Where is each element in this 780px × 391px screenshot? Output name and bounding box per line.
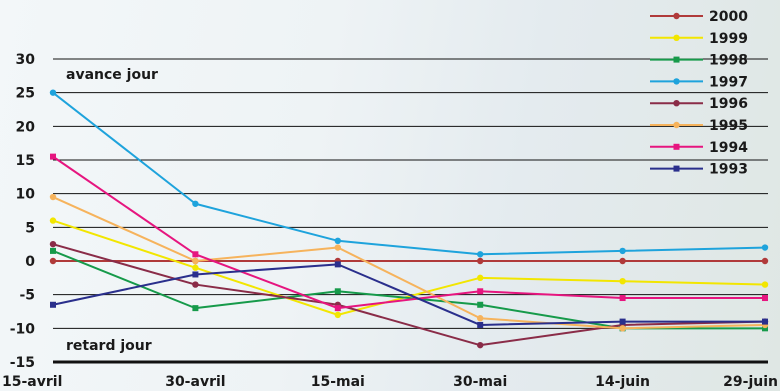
point-1993-1 [192,271,199,278]
point-1998-5 [762,325,768,332]
x-tick-label-4: 14-juin [595,374,650,390]
point-1997-2 [334,237,341,244]
point-1999-0 [49,217,57,224]
point-1999-1 [192,264,199,271]
legend-marker-1994 [673,143,680,150]
legend-marker-1999 [673,34,680,41]
x-axis-ticks: 15-avril 30-avril 15-mai 30-mai 14-juin 29-ju… [2,374,778,390]
legend-marker-1996 [673,100,680,107]
series-1994 [50,153,768,312]
point-1999-2 [334,311,341,319]
legend-label-1997: 1997 [709,74,748,90]
legend-label-1996: 1996 [709,96,748,112]
series-line-1997 [52,91,766,256]
annotation-retard: retard jour [66,338,152,354]
point-1997-5 [761,244,769,251]
legend-marker-1998 [673,56,680,63]
series-1997 [49,89,769,258]
y-tick-label-8: -10 [10,321,36,337]
point-1996-0 [49,240,57,248]
point-2000-0 [49,257,57,265]
point-2000-3 [477,257,484,265]
x-tick-label-2: 15-mai [311,374,365,390]
series-1999 [49,217,769,319]
y-tick-label-4: 10 [16,187,36,203]
point-1994-1 [192,251,199,258]
point-1996-1 [192,281,199,288]
legend-label-1993: 1993 [709,162,748,178]
y-tick-label-0: 30 [16,52,36,68]
y-tick-label-6: 0 [25,254,35,270]
legend-label-1998: 1998 [709,53,748,69]
series-line-1999 [52,219,766,316]
legend-label-1995: 1995 [709,118,748,134]
point-1995-2 [334,244,341,251]
point-1997-4 [619,247,626,255]
annotation-avance: avance jour [66,67,158,83]
gridlines [53,58,768,364]
point-1998-2 [334,288,341,295]
point-1993-0 [50,301,56,308]
series-1995 [49,193,769,332]
legend-label-1994: 1994 [709,140,748,156]
series-line-1994 [52,155,765,310]
point-1998-3 [477,301,484,308]
point-1994-5 [762,295,768,302]
series-line-1995 [52,196,766,330]
legend: 2000 1999 1998 1997 1996 1995 1994 1993 [650,9,748,178]
point-1997-0 [49,89,57,96]
legend-label-1999: 1999 [709,31,748,47]
legend-marker-1997 [673,78,680,85]
point-1993-3 [477,321,484,328]
series-line-1998 [52,249,765,330]
point-1994-2 [334,305,341,312]
point-1994-3 [477,288,484,295]
point-1997-1 [192,200,199,207]
point-1998-1 [192,305,199,312]
point-2000-4 [619,257,626,265]
point-1998-0 [50,247,56,254]
series-line-1993 [52,263,765,326]
y-tick-label-3: 15 [16,153,35,169]
point-1995-1 [192,257,199,265]
point-2000-5 [761,257,769,265]
y-tick-label-2: 20 [16,119,36,135]
legend-marker-2000 [673,12,680,20]
y-tick-label-7: -5 [19,288,35,304]
y-axis-ticks: 30 25 20 15 10 5 0 -5 -10 -15 [10,52,36,371]
point-1994-4 [619,295,626,302]
x-tick-label-0: 15-avril [2,374,62,390]
y-tick-label-5: 5 [25,220,35,236]
series-lines [49,89,769,349]
legend-marker-1993 [673,165,680,172]
x-tick-label-5: 29-juin [723,374,778,390]
point-1994-0 [50,153,56,160]
point-1999-4 [619,278,626,285]
series-1993 [50,261,768,328]
point-1995-0 [49,193,57,201]
point-1999-3 [477,274,484,282]
point-1993-4 [619,318,626,325]
point-1993-5 [762,318,768,325]
point-1996-3 [477,341,484,349]
series-line-1996 [52,243,766,347]
point-1993-2 [334,261,341,268]
point-1995-3 [477,315,484,322]
point-1999-5 [761,281,769,288]
x-tick-label-1: 30-avril [165,374,225,390]
point-1995-4 [619,325,626,332]
x-tick-label-3: 30-mai [453,374,507,390]
y-tick-label-9: -15 [10,355,35,371]
legend-marker-1995 [673,121,680,129]
legend-label-2000: 2000 [709,9,748,25]
y-tick-label-1: 25 [16,86,35,102]
point-1997-3 [477,251,484,258]
series-2000 [49,257,769,265]
